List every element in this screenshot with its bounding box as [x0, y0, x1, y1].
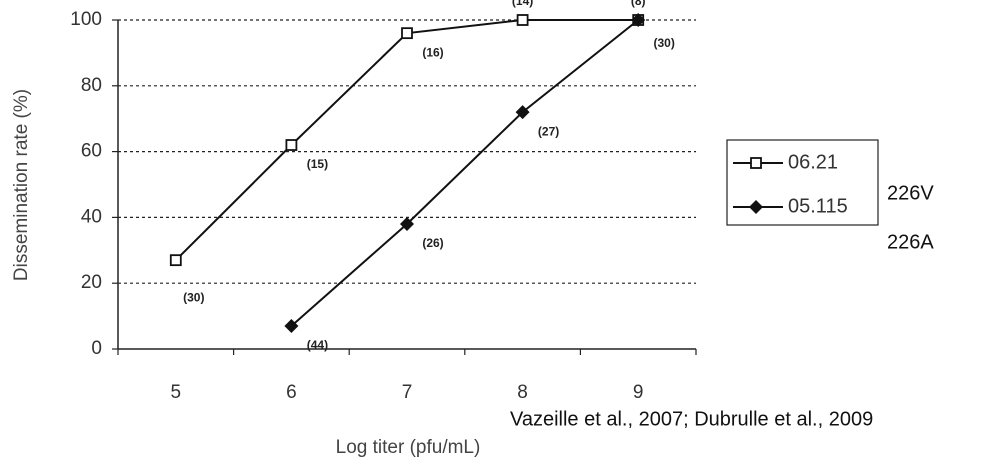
data-point: [285, 139, 298, 151]
x-tick-label: 5: [171, 382, 182, 403]
data-point: [169, 254, 182, 267]
y-tick-label: 60: [81, 141, 102, 162]
data-point: [400, 216, 414, 231]
x-tick-label: 8: [517, 382, 528, 403]
data-point: [284, 318, 299, 333]
y-tick-label: 0: [91, 338, 102, 359]
data-point: [516, 14, 529, 26]
legend-marker: [750, 157, 762, 169]
y-tick-label: 20: [81, 272, 102, 293]
x-tick-label: 9: [633, 382, 644, 403]
series-line: [290, 19, 639, 327]
y-tick-label: 80: [81, 75, 102, 96]
legend-box: [726, 139, 879, 226]
y-axis-title: Dissemination rate (%): [11, 89, 32, 281]
sample-size-label: (30): [183, 290, 204, 304]
legend-label: 06.21: [788, 151, 838, 173]
sample-size-label: (30): [654, 36, 675, 50]
annotation: 226A: [887, 231, 934, 253]
legend-label: 05.115: [788, 195, 848, 217]
sample-size-label: (8): [631, 0, 646, 8]
sample-size-label: (26): [422, 236, 443, 250]
sample-size-label: (16): [422, 45, 443, 59]
sample-size-label: (44): [307, 338, 328, 352]
sample-size-label: (15): [307, 157, 328, 171]
x-tick-label: 6: [286, 382, 297, 403]
legend-marker: [749, 200, 763, 214]
y-tick-label: 100: [70, 9, 102, 30]
annotation: 226V: [887, 182, 934, 204]
data-point: [401, 27, 413, 40]
sample-size-label: (14): [512, 0, 533, 8]
x-axis-title: Log titer (pfu/mL): [336, 437, 481, 458]
x-tick-label: 7: [402, 382, 413, 403]
data-point: [515, 105, 530, 120]
data-point: [631, 13, 646, 27]
y-tick-label: 40: [81, 206, 102, 227]
sample-size-label: (27): [538, 124, 559, 138]
citation: Vazeille et al., 2007; Dubrulle et al., …: [510, 408, 873, 430]
